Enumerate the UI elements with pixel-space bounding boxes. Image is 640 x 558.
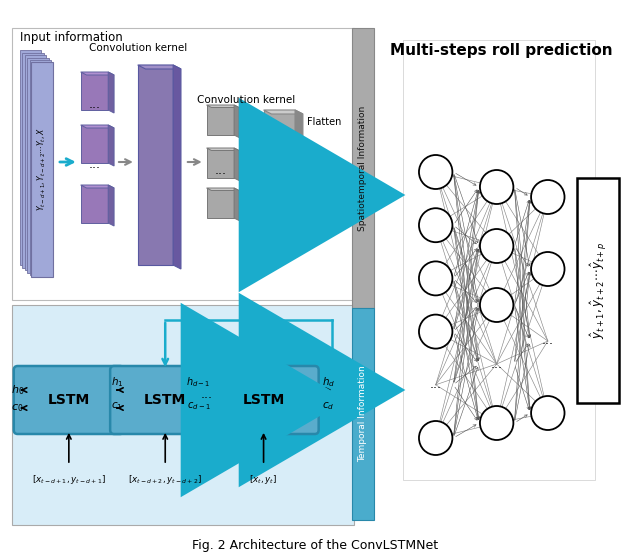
Text: Multi-steps roll prediction: Multi-steps roll prediction	[390, 42, 613, 57]
Polygon shape	[173, 65, 181, 269]
Circle shape	[419, 155, 452, 189]
Text: ...: ...	[542, 334, 554, 348]
FancyBboxPatch shape	[12, 305, 354, 525]
Text: ...: ...	[200, 388, 212, 402]
Text: $c_{d-1}$: $c_{d-1}$	[187, 400, 211, 412]
Text: Convolution kernel: Convolution kernel	[88, 43, 187, 53]
Text: LSTM: LSTM	[243, 393, 285, 407]
Text: $h_{d-1}$: $h_{d-1}$	[186, 375, 211, 389]
Circle shape	[531, 252, 564, 286]
Text: $c_d$: $c_d$	[323, 400, 335, 412]
Text: $h_0$: $h_0$	[11, 383, 24, 397]
Text: ...: ...	[214, 163, 227, 176]
Text: Flatten: Flatten	[307, 117, 341, 127]
Polygon shape	[20, 50, 42, 265]
FancyBboxPatch shape	[138, 65, 173, 265]
Circle shape	[480, 170, 513, 204]
FancyBboxPatch shape	[577, 178, 619, 403]
FancyBboxPatch shape	[352, 308, 374, 520]
FancyBboxPatch shape	[14, 366, 124, 434]
Circle shape	[419, 208, 452, 242]
FancyBboxPatch shape	[264, 110, 295, 220]
Text: $c_0$: $c_0$	[12, 402, 24, 414]
Text: ...: ...	[429, 378, 442, 391]
Polygon shape	[207, 148, 239, 151]
Polygon shape	[108, 185, 114, 226]
Circle shape	[419, 261, 452, 295]
Polygon shape	[108, 125, 114, 166]
Polygon shape	[207, 105, 239, 108]
FancyBboxPatch shape	[352, 28, 374, 308]
Circle shape	[531, 396, 564, 430]
Text: Fig. 2 Architecture of the ConvLSTMNet: Fig. 2 Architecture of the ConvLSTMNet	[191, 538, 438, 551]
Text: $\hat{y}_{t+1}, \hat{y}_{t+2}\cdots\hat{y}_{t+p}$: $\hat{y}_{t+1}, \hat{y}_{t+2}\cdots\hat{…	[588, 242, 608, 339]
Polygon shape	[207, 188, 239, 190]
FancyBboxPatch shape	[81, 72, 108, 110]
Text: $h_d$: $h_d$	[322, 375, 335, 389]
FancyBboxPatch shape	[81, 185, 108, 223]
Circle shape	[480, 229, 513, 263]
Polygon shape	[24, 55, 46, 270]
Polygon shape	[81, 185, 114, 188]
Text: Input information: Input information	[20, 31, 122, 45]
Text: Temporal Information: Temporal Information	[358, 365, 367, 463]
Circle shape	[419, 421, 452, 455]
Text: Spatiotemporal Information: Spatiotemporal Information	[358, 105, 367, 230]
Polygon shape	[264, 110, 303, 114]
Polygon shape	[138, 65, 181, 69]
Circle shape	[480, 406, 513, 440]
Text: $[x_{t-d+2},y_{t-d+2}]$: $[x_{t-d+2},y_{t-d+2}]$	[128, 474, 202, 487]
Circle shape	[531, 180, 564, 214]
FancyBboxPatch shape	[81, 125, 108, 163]
Polygon shape	[234, 148, 239, 180]
Text: ...: ...	[88, 158, 100, 171]
FancyBboxPatch shape	[207, 105, 234, 135]
FancyBboxPatch shape	[207, 188, 234, 218]
Polygon shape	[81, 125, 114, 128]
Text: ...: ...	[88, 99, 100, 112]
Text: $[x_{t-d+1},y_{t-d+1}]$: $[x_{t-d+1},y_{t-d+1}]$	[32, 474, 106, 487]
Polygon shape	[31, 62, 53, 277]
Polygon shape	[81, 72, 114, 75]
Polygon shape	[29, 60, 51, 275]
Text: $c_1$: $c_1$	[111, 400, 123, 412]
Text: ...: ...	[491, 358, 502, 371]
Polygon shape	[295, 110, 303, 224]
Polygon shape	[234, 188, 239, 220]
FancyBboxPatch shape	[209, 366, 319, 434]
Polygon shape	[22, 52, 44, 267]
Circle shape	[480, 288, 513, 322]
Text: $h_1$: $h_1$	[111, 375, 124, 389]
FancyBboxPatch shape	[110, 366, 220, 434]
Polygon shape	[234, 105, 239, 137]
Text: Convolution kernel: Convolution kernel	[196, 95, 295, 105]
Circle shape	[419, 315, 452, 349]
Text: $Y_{t-d+1},Y_{t-d+2}\cdots Y_t, X$: $Y_{t-d+1},Y_{t-d+2}\cdots Y_t, X$	[35, 128, 47, 211]
FancyBboxPatch shape	[207, 148, 234, 178]
Text: $[x_t,y_t]$: $[x_t,y_t]$	[250, 474, 278, 487]
Polygon shape	[108, 72, 114, 113]
Text: LSTM: LSTM	[144, 393, 186, 407]
Text: LSTM: LSTM	[48, 393, 90, 407]
FancyBboxPatch shape	[403, 40, 595, 480]
Polygon shape	[27, 57, 49, 272]
